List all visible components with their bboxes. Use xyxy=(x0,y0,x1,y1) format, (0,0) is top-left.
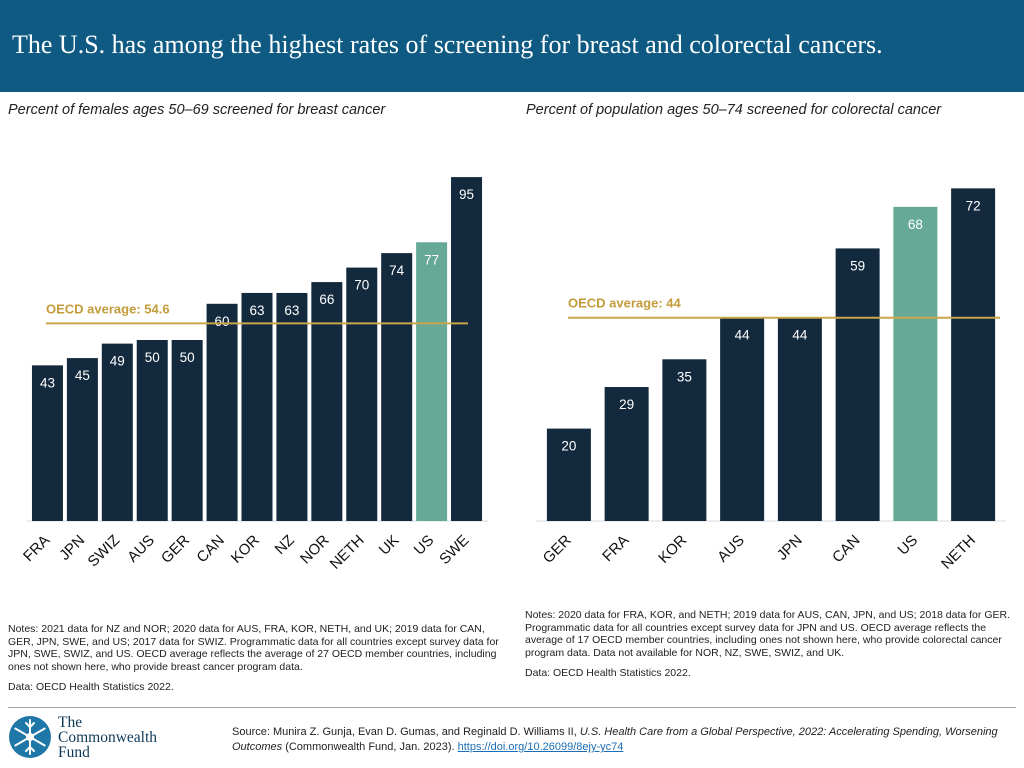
notes-right-text: Notes: 2020 data for FRA, KOR, and NETH;… xyxy=(525,609,1010,659)
colorectal-value-label: 72 xyxy=(966,198,981,213)
page-title: The U.S. has among the highest rates of … xyxy=(12,30,883,59)
footer-divider xyxy=(8,707,1016,708)
logo-line-2: Commonwealth xyxy=(58,729,158,746)
breast-bar-can xyxy=(206,303,238,521)
notes-left-text: Notes: 2021 data for NZ and NOR; 2020 da… xyxy=(8,623,499,673)
breast-bar-swiz xyxy=(101,343,133,521)
breast-value-label: 63 xyxy=(284,303,299,318)
colorectal-bar-neth xyxy=(951,188,996,522)
breast-value-label: 45 xyxy=(75,368,90,383)
colorectal-category-label: GER xyxy=(540,532,575,567)
breast-value-label: 95 xyxy=(459,187,474,202)
colorectal-value-label: 29 xyxy=(619,397,634,412)
colorectal-value-label: 20 xyxy=(561,439,576,454)
breast-bar-us xyxy=(416,242,448,521)
colorectal-value-label: 35 xyxy=(677,369,692,384)
breast-bar-ger xyxy=(171,340,203,521)
logo-line-1: The xyxy=(58,714,83,731)
breast-cancer-chart: 43FRA45JPN49SWIZ50AUS50GER60CAN63KOR63NZ… xyxy=(20,177,488,573)
colorectal-bar-us xyxy=(893,206,938,521)
source-title: U.S. Health Care from a Global Perspecti… xyxy=(232,726,998,753)
colorectal-category-label: CAN xyxy=(829,532,863,566)
breast-value-label: 49 xyxy=(110,354,125,369)
source-doi-link[interactable]: https://doi.org/10.26099/8ejy-yc74 xyxy=(457,741,624,753)
colorectal-value-label: 44 xyxy=(735,328,751,343)
commonwealth-fund-logo[interactable]: The Commonwealth Fund xyxy=(8,715,188,761)
colorectal-category-label: US xyxy=(894,532,921,559)
colorectal-value-label: 59 xyxy=(850,258,865,273)
breast-bar-uk xyxy=(381,253,413,521)
colorectal-bar-can xyxy=(835,248,880,522)
breast-value-label: 66 xyxy=(319,292,334,307)
colorectal-category-label: NETH xyxy=(938,532,979,573)
colorectal-bar-jpn xyxy=(777,317,822,521)
colorectal-value-label: 44 xyxy=(792,328,808,343)
breast-oecd-average-label: OECD average: 54.6 xyxy=(46,301,170,316)
breast-value-label: 43 xyxy=(40,375,55,390)
colorectal-cancer-chart: 20 GER 29 FRA 35 KOR 44 AUS 44 JPN 59 CAN 68 US 72 NETH… xyxy=(536,188,1006,573)
logo-line-3: Fund xyxy=(58,744,90,761)
notes-right: Notes: 2020 data for FRA, KOR, and NETH;… xyxy=(525,609,1017,688)
colorectal-oecd-average-label: OECD average: 44 xyxy=(568,296,681,311)
source-suffix: (Commonwealth Fund, Jan. 2023). xyxy=(282,741,458,753)
breast-value-label: 63 xyxy=(249,303,264,318)
breast-bar-neth xyxy=(346,267,378,521)
breast-bar-swe xyxy=(451,177,483,521)
breast-bar-kor xyxy=(241,292,273,521)
breast-bar-nor xyxy=(311,282,343,521)
breast-value-label: 74 xyxy=(389,263,405,278)
header-banner: The U.S. has among the highest rates of … xyxy=(0,0,1024,92)
colorectal-bar-fra xyxy=(604,387,649,521)
breast-value-label: 60 xyxy=(215,314,230,329)
colorectal-category-label: FRA xyxy=(599,532,632,565)
snowflake-logo-icon xyxy=(9,716,51,758)
colorectal-bar-kor xyxy=(662,359,707,521)
breast-value-label: 70 xyxy=(354,278,369,293)
breast-bar-nz xyxy=(276,292,308,521)
colorectal-category-label: KOR xyxy=(655,532,690,567)
breast-value-label: 50 xyxy=(180,350,195,365)
colorectal-category-label: AUS xyxy=(714,532,748,566)
colorectal-category-label: JPN xyxy=(774,532,806,564)
breast-bar-aus xyxy=(136,340,168,521)
breast-bar-fra xyxy=(31,365,63,521)
colorectal-value-label: 68 xyxy=(908,217,923,232)
breast-value-label: 50 xyxy=(145,350,160,365)
notes-left: Notes: 2021 data for NZ and NOR; 2020 da… xyxy=(8,623,504,702)
breast-chart-title: Percent of females ages 50–69 screened f… xyxy=(8,102,386,118)
breast-bar-jpn xyxy=(66,358,98,521)
colorectal-bar-aus xyxy=(720,317,765,521)
notes-right-data: Data: OECD Health Statistics 2022. xyxy=(525,667,691,679)
colorectal-bar-ger xyxy=(546,428,591,521)
notes-left-data: Data: OECD Health Statistics 2022. xyxy=(8,681,174,693)
source-citation: Source: Munira Z. Gunja, Evan D. Gumas, … xyxy=(232,725,1012,755)
colorectal-chart-title: Percent of population ages 50–74 screene… xyxy=(526,102,942,118)
source-prefix: Source: Munira Z. Gunja, Evan D. Gumas, … xyxy=(232,726,580,738)
breast-value-label: 77 xyxy=(424,252,439,267)
